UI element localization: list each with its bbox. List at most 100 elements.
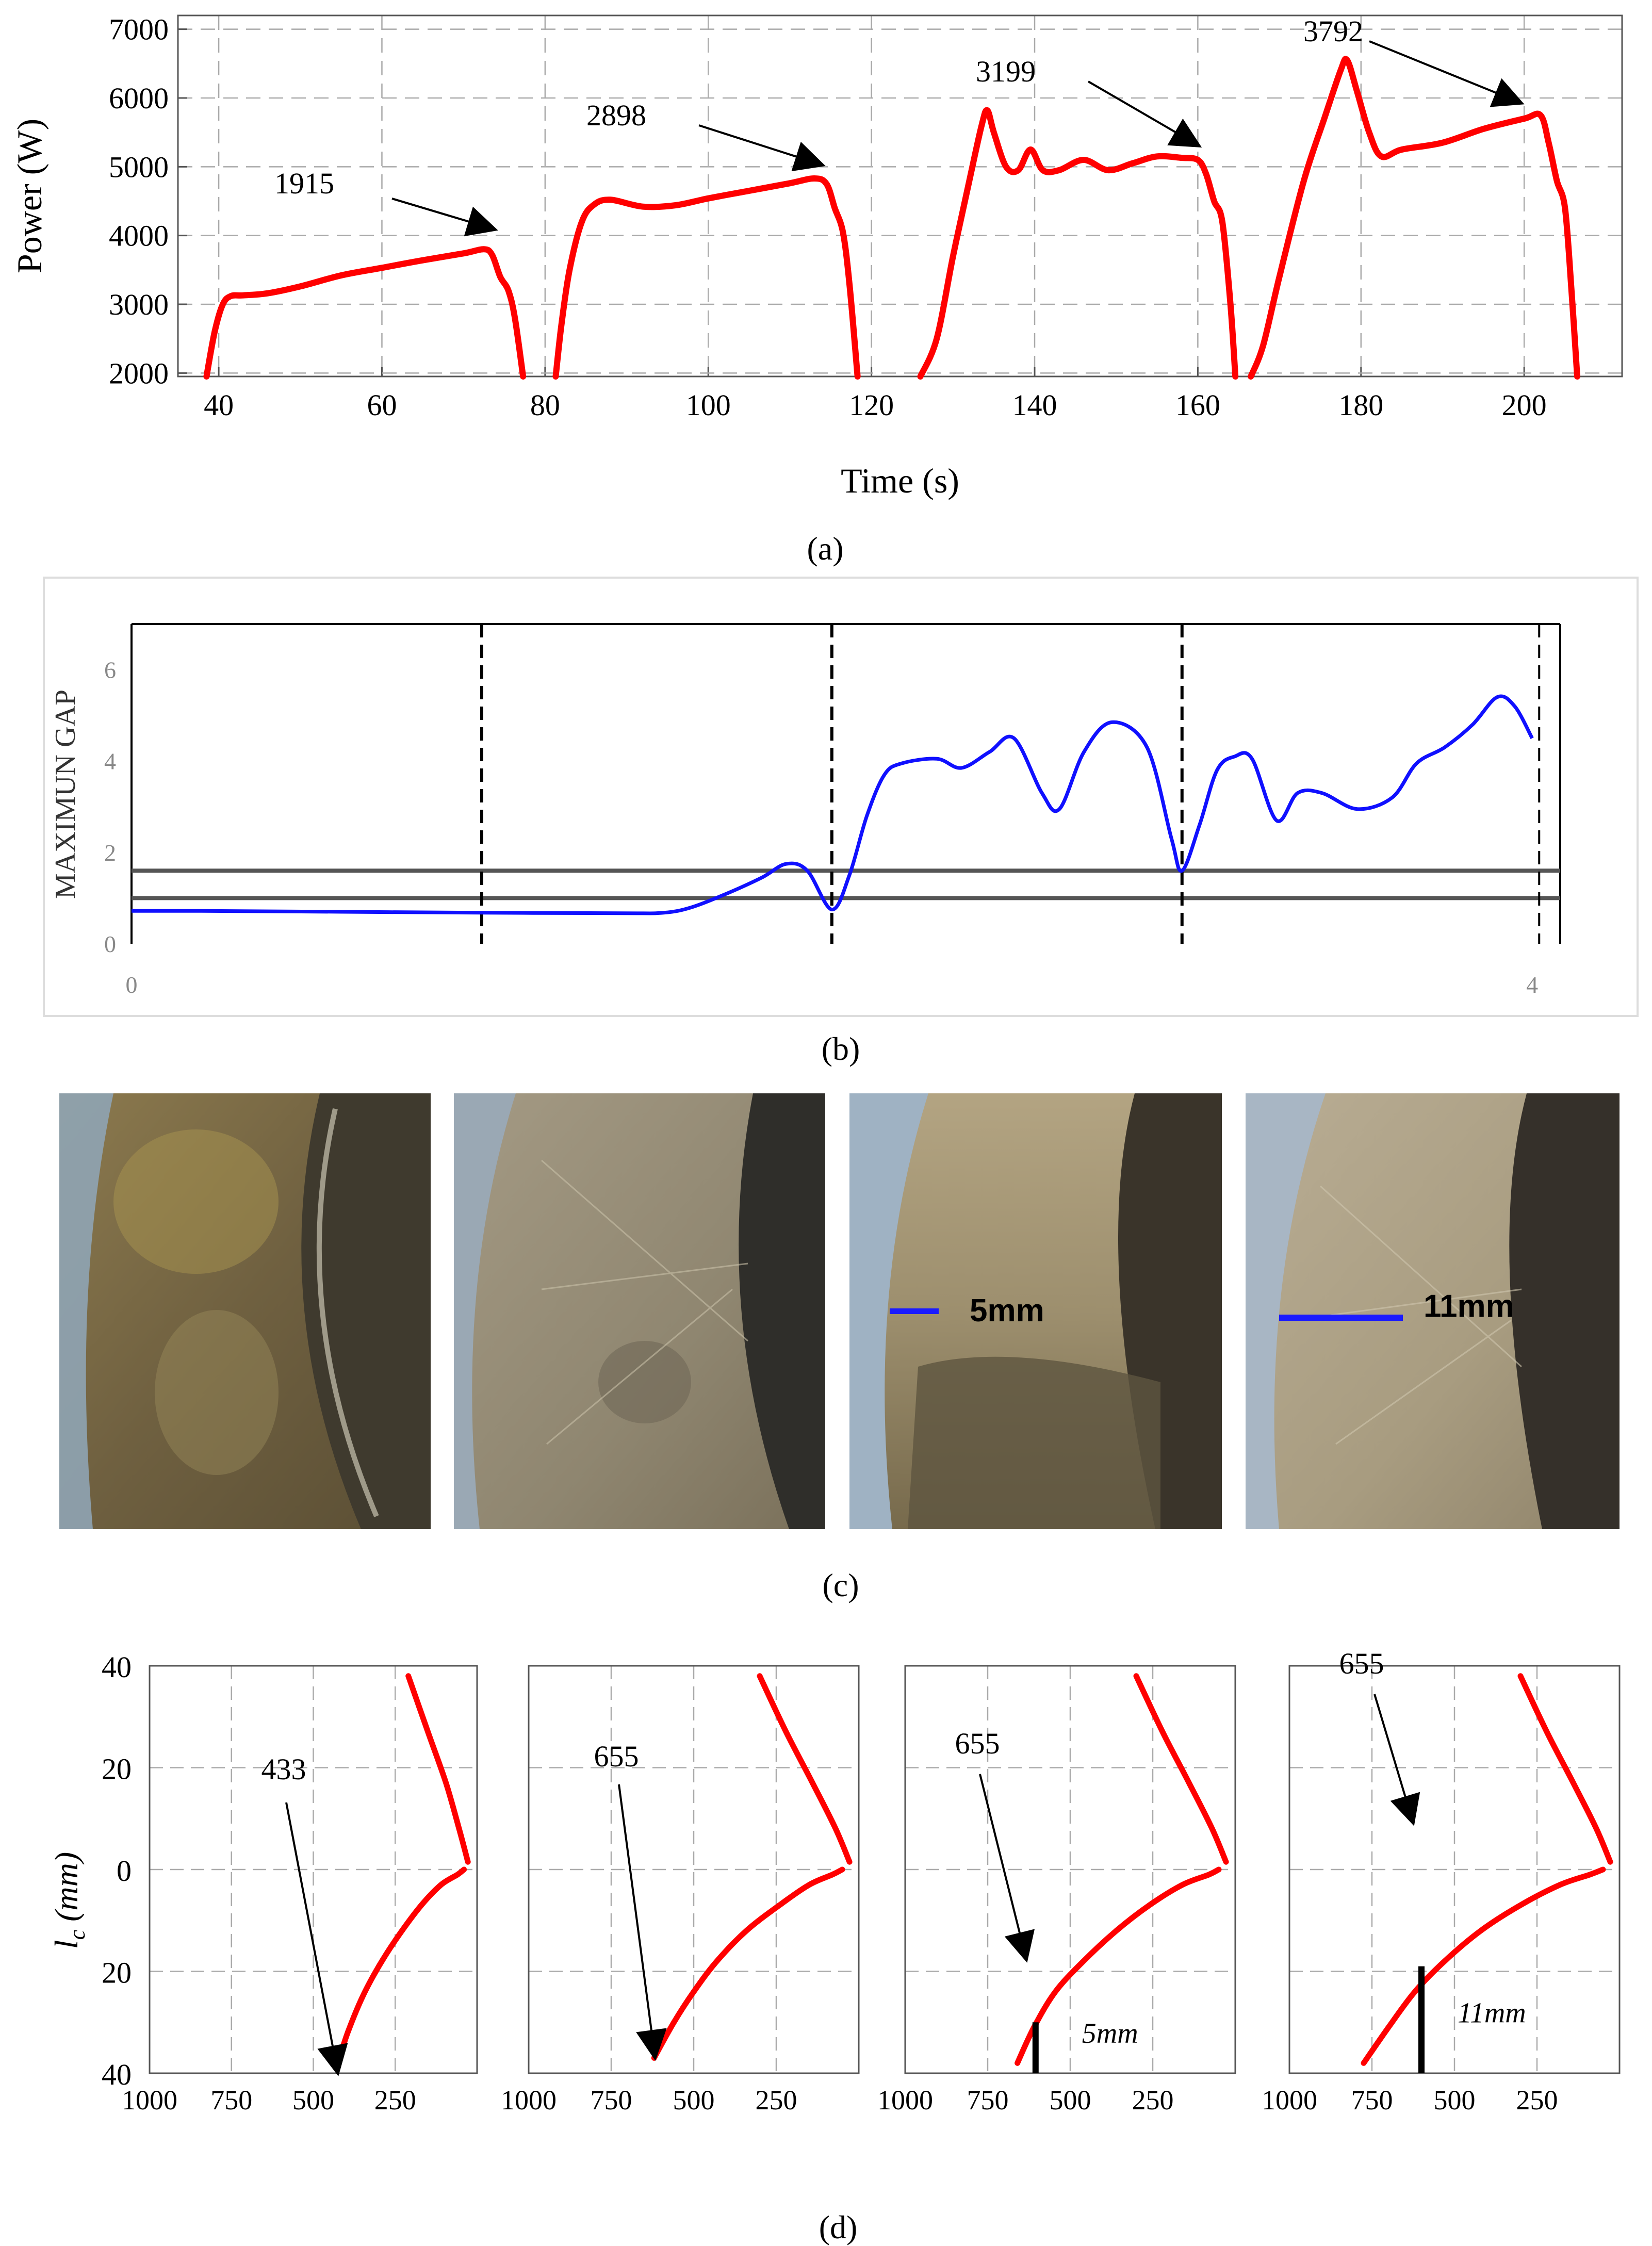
panel-d-x-tick-label: 250 <box>1516 2085 1558 2116</box>
panel-d-curve-upper <box>1517 1673 1613 1865</box>
panel-d-curve-upper <box>757 1673 853 1865</box>
panel-d-curve-lower <box>1361 1866 1606 2066</box>
panel-d-crack-label: 11mm <box>1458 1997 1526 2029</box>
panel-b-label: (b) <box>822 1030 860 1067</box>
panel-b-y-axis-label: MAXIMUN GAP <box>50 690 81 899</box>
panel-a-y-tick-label: 6000 <box>109 81 169 115</box>
panel-a-label: (a) <box>807 530 843 567</box>
panel-a-y-tick-label: 3000 <box>109 288 169 321</box>
panel-d-frame <box>1288 1665 1621 2074</box>
panel-d-frame <box>149 1665 478 2074</box>
panel-a-x-tick-label: 160 <box>1175 388 1220 422</box>
panel-a-x-tick-label: 100 <box>686 388 731 422</box>
panel-b-gap-chart: 0 2 4 6 0 4 MAXIMUN GAP (b) <box>43 577 1639 1067</box>
panel-a-x-axis-label: Time (s) <box>841 461 959 500</box>
panel-b-y-tick-label: 2 <box>104 840 116 866</box>
panel-d-curve-upper <box>1133 1673 1229 1865</box>
panel-d-subplot-2: 1000 750 500 250 655 <box>501 1665 860 2116</box>
panel-a-annotation-arrow <box>698 124 826 172</box>
panel-d-x-tick-label: 250 <box>374 2085 416 2116</box>
panel-d-subplot-4: 1000 750 500 250 11mm 655 <box>1262 1647 1621 2116</box>
panel-d-annotation-arrow <box>618 1784 667 2061</box>
panel-d-y-axis-main: l <box>48 1940 85 1949</box>
panel-a-annotation-label: 3792 <box>1303 14 1363 48</box>
panel-d-curve-lower <box>651 1866 845 2061</box>
panel-c-photos: 5mm 11mm (c) <box>59 1093 1620 1603</box>
panel-d-annotation-arrow <box>1373 1694 1420 1826</box>
panel-a-y-tick-label: 2000 <box>109 356 169 390</box>
panel-d-crack-label: 5mm <box>1082 2018 1138 2050</box>
panel-d-annotation-label: 655 <box>955 1727 1000 1760</box>
panel-a-annotations: 1915 2898 3199 3792 <box>274 14 1525 237</box>
panel-d-curve-lower <box>336 1866 467 2061</box>
panel-a-x-tick-label: 140 <box>1012 388 1057 422</box>
panel-a-power-chart: 40 60 80 100 120 140 160 180 200 2000 3000 4000 5000… <box>10 13 1623 567</box>
panel-a-annotation-label: 3199 <box>976 55 1036 88</box>
panel-d-x-tick-label: 500 <box>292 2085 334 2116</box>
photo-4: 11mm <box>1246 1093 1620 1529</box>
panel-d-curve-upper <box>405 1673 471 1865</box>
panel-d-annotation-arrow <box>979 1774 1035 1963</box>
panel-a-annotation-label: 2898 <box>586 99 646 132</box>
panel-a-y-tick-label: 7000 <box>109 13 169 46</box>
panel-d-annotation-label: 433 <box>261 1752 306 1786</box>
panel-d-subplots: 1000 750 500 250 433 1000 750 500 250 655 1000 750 5… <box>122 1647 1621 2116</box>
panel-a-series-line <box>1248 56 1580 380</box>
panel-d-x-tick-label: 500 <box>1434 2085 1476 2116</box>
panel-d-x-tick-label: 250 <box>756 2085 797 2116</box>
panel-d-y-tick-label: 20 <box>102 1956 132 1990</box>
photo-3: 5mm <box>849 1093 1222 1529</box>
panel-d-x-tick-label: 750 <box>210 2085 252 2116</box>
panel-d-annotation-label: 655 <box>594 1740 639 1773</box>
panel-b-x-tick-label: 4 <box>1526 972 1538 998</box>
panel-d-annotation-label: 655 <box>1339 1647 1384 1680</box>
panel-a-series-line <box>203 246 527 380</box>
panel-d-x-tick-label: 1000 <box>877 2085 933 2116</box>
panel-a-y-axis-label: Power (W) <box>10 119 49 273</box>
panel-d-y-axis-rest: (mm) <box>48 1852 85 1930</box>
photo-3-scale-bar <box>890 1308 939 1314</box>
panel-a-x-tick-label: 40 <box>204 388 234 422</box>
panel-a-series <box>203 56 1580 380</box>
panel-a-annotation-label: 1915 <box>274 167 334 200</box>
panel-a-annotation-arrow <box>1369 40 1525 107</box>
panel-d-x-tick-label: 1000 <box>122 2085 177 2116</box>
panel-d-y-tick-label: 0 <box>117 1854 132 1888</box>
panel-d-frame <box>904 1665 1236 2074</box>
panel-d-y-tick-label: 40 <box>102 1650 132 1684</box>
panel-b-series <box>131 694 1534 915</box>
photo-3-scale-label: 5mm <box>970 1293 1044 1329</box>
panel-b-y-tick-label: 0 <box>104 931 116 957</box>
panel-c-label: (c) <box>822 1567 859 1603</box>
panel-b-y-tick-label: 4 <box>104 748 116 775</box>
panel-a-tick-labels: 40 60 80 100 120 140 160 180 200 2000 3000 4000 5000… <box>109 13 1547 422</box>
panel-d-y-tick-labels: 40 20 0 20 40 <box>102 1650 132 2091</box>
panel-d-y-tick-label: 40 <box>102 2058 132 2091</box>
panel-b-series-line <box>131 694 1534 915</box>
panel-a-annotation-arrow <box>391 198 498 237</box>
panel-d-y-axis-sub: c <box>64 1929 90 1940</box>
panel-d-subplot-1: 1000 750 500 250 433 <box>122 1665 478 2116</box>
photo-4-scale-bar <box>1279 1315 1403 1321</box>
panel-d-x-tick-label: 1000 <box>501 2085 557 2116</box>
panel-d-x-tick-label: 750 <box>967 2085 1009 2116</box>
panel-b-tick-labels: 0 2 4 6 0 4 <box>104 657 1538 998</box>
panel-d-x-tick-label: 250 <box>1132 2085 1174 2116</box>
panel-d-x-tick-label: 750 <box>591 2085 632 2116</box>
panel-a-x-tick-label: 80 <box>530 388 560 422</box>
panel-d-x-tick-label: 750 <box>1351 2085 1393 2116</box>
panel-d-curve-lower <box>1015 1866 1222 2066</box>
panel-b-outer-border <box>43 577 1639 1017</box>
panel-d-length-charts: 1000 750 500 250 433 1000 750 500 250 655 1000 750 5… <box>48 1647 1621 2245</box>
panel-a-x-tick-label: 180 <box>1338 388 1383 422</box>
panel-a-grid <box>178 15 1622 376</box>
photo-4-scale-label: 11mm <box>1424 1288 1514 1324</box>
panel-d-y-tick-label: 20 <box>102 1752 132 1786</box>
photo-1 <box>59 1093 431 1529</box>
panel-b-x-tick-label: 0 <box>126 972 138 998</box>
panel-a-series-line <box>917 107 1239 380</box>
panel-a-series-line <box>552 175 861 380</box>
panel-d-subplot-3: 1000 750 500 250 5mm 655 <box>877 1665 1236 2116</box>
panel-d-y-axis-label: lc (mm) <box>48 1852 90 1949</box>
